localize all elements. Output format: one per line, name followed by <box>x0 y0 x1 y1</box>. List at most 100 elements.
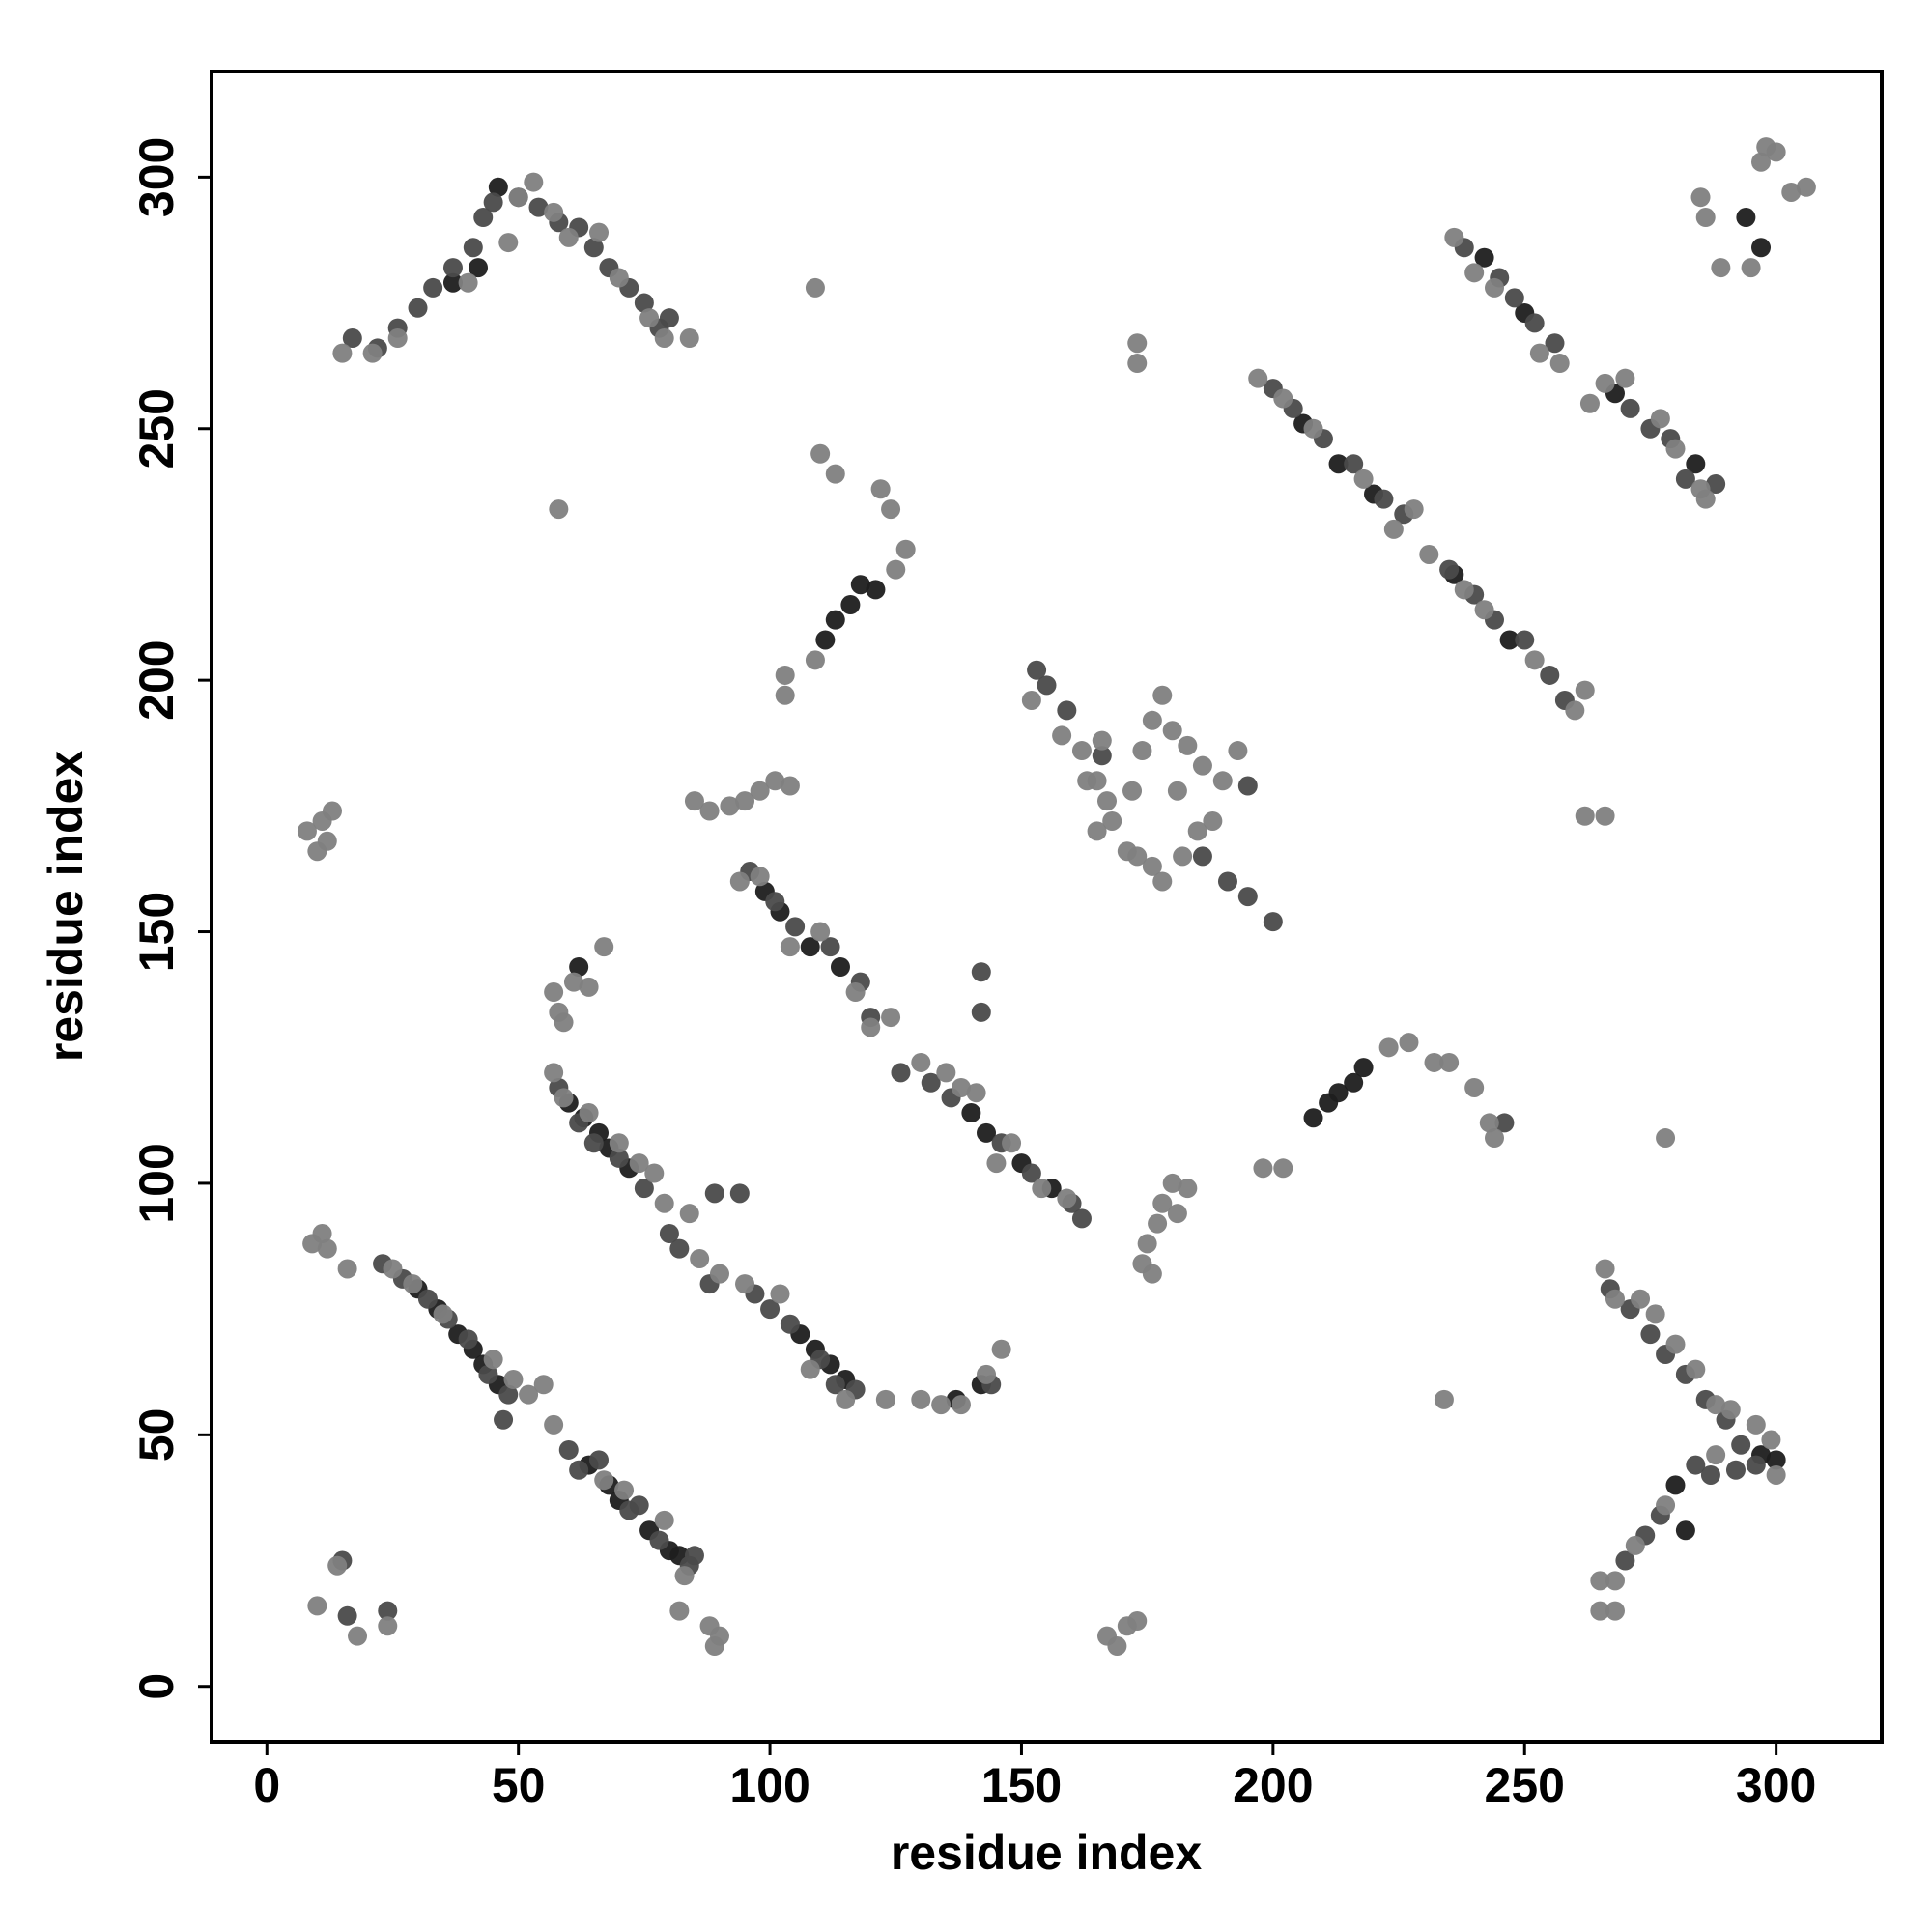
point <box>977 1122 997 1143</box>
point <box>1464 1077 1485 1097</box>
point <box>554 1088 574 1108</box>
point <box>634 1179 654 1199</box>
y-tick-label: 200 <box>129 639 184 720</box>
point <box>1173 846 1193 867</box>
point <box>1167 781 1187 801</box>
point <box>1615 1550 1635 1571</box>
point <box>720 796 740 816</box>
point <box>563 972 583 992</box>
y-tick-label: 50 <box>129 1408 184 1463</box>
point <box>1303 418 1323 439</box>
point <box>1374 489 1394 509</box>
point <box>820 937 840 957</box>
point <box>1595 806 1615 826</box>
y-tick-label: 100 <box>129 1143 184 1223</box>
y-tick-label: 150 <box>129 892 184 972</box>
point <box>971 1002 991 1022</box>
point <box>1579 393 1600 413</box>
point <box>850 575 870 595</box>
point <box>679 1204 699 1224</box>
point <box>1021 1163 1041 1183</box>
point <box>760 1299 781 1320</box>
point <box>503 1370 524 1390</box>
point <box>378 1616 398 1636</box>
point <box>1107 1636 1127 1657</box>
point <box>1087 821 1107 841</box>
point <box>1590 1571 1610 1591</box>
point <box>1736 208 1756 228</box>
point <box>544 1063 564 1083</box>
point <box>1484 1128 1504 1149</box>
point <box>750 781 770 801</box>
point <box>332 343 353 363</box>
point <box>1378 1037 1399 1058</box>
point <box>977 1364 997 1384</box>
point <box>1127 1611 1148 1632</box>
point <box>1524 650 1545 670</box>
point <box>1665 1334 1686 1354</box>
point <box>1142 710 1162 730</box>
point <box>1631 1289 1651 1309</box>
point <box>469 258 489 278</box>
point <box>810 922 831 942</box>
point <box>1419 544 1439 564</box>
point <box>1404 499 1424 520</box>
point <box>1690 187 1711 208</box>
point <box>583 1133 604 1153</box>
point <box>579 977 599 997</box>
point <box>1595 373 1615 393</box>
point <box>891 1063 911 1083</box>
point <box>1645 1304 1665 1324</box>
point <box>639 308 660 328</box>
point <box>991 1339 1011 1359</box>
point <box>1052 725 1072 746</box>
point <box>654 1510 674 1530</box>
point <box>442 272 463 293</box>
point <box>1656 1495 1676 1516</box>
point <box>1328 454 1349 474</box>
point <box>297 821 317 841</box>
point <box>684 791 704 811</box>
point <box>1615 368 1635 388</box>
point <box>1675 469 1695 489</box>
point <box>1605 1289 1625 1309</box>
point <box>1057 700 1077 721</box>
point <box>875 1389 895 1409</box>
point <box>508 187 528 208</box>
point <box>684 1546 704 1566</box>
point <box>861 1017 881 1037</box>
point <box>810 443 831 464</box>
point <box>1665 1475 1686 1495</box>
point <box>629 1153 649 1174</box>
point <box>1057 1188 1077 1208</box>
point <box>729 1183 750 1204</box>
point <box>1565 700 1585 721</box>
point <box>825 610 845 630</box>
point <box>1228 741 1248 761</box>
y-tick-label: 250 <box>129 388 184 469</box>
point <box>1746 1455 1766 1475</box>
point <box>1032 1179 1052 1199</box>
point <box>348 1626 368 1646</box>
point <box>558 227 579 247</box>
point <box>966 1083 986 1103</box>
point <box>1766 1464 1786 1485</box>
point <box>1686 1455 1706 1475</box>
point <box>1077 771 1097 791</box>
point <box>1620 398 1640 418</box>
y-axis-label: residue index <box>39 751 93 1063</box>
point <box>866 580 886 600</box>
point <box>1178 735 1198 755</box>
x-tick-label: 150 <box>981 1758 1062 1812</box>
point <box>1127 846 1148 867</box>
point <box>800 1359 820 1379</box>
y-tick-label: 300 <box>129 137 184 217</box>
point <box>1002 1133 1022 1153</box>
point <box>770 1284 790 1304</box>
point <box>1263 912 1283 932</box>
point <box>921 1072 941 1093</box>
point <box>327 1555 348 1576</box>
point <box>1640 1324 1661 1345</box>
point <box>609 1148 629 1168</box>
point <box>317 1238 337 1259</box>
